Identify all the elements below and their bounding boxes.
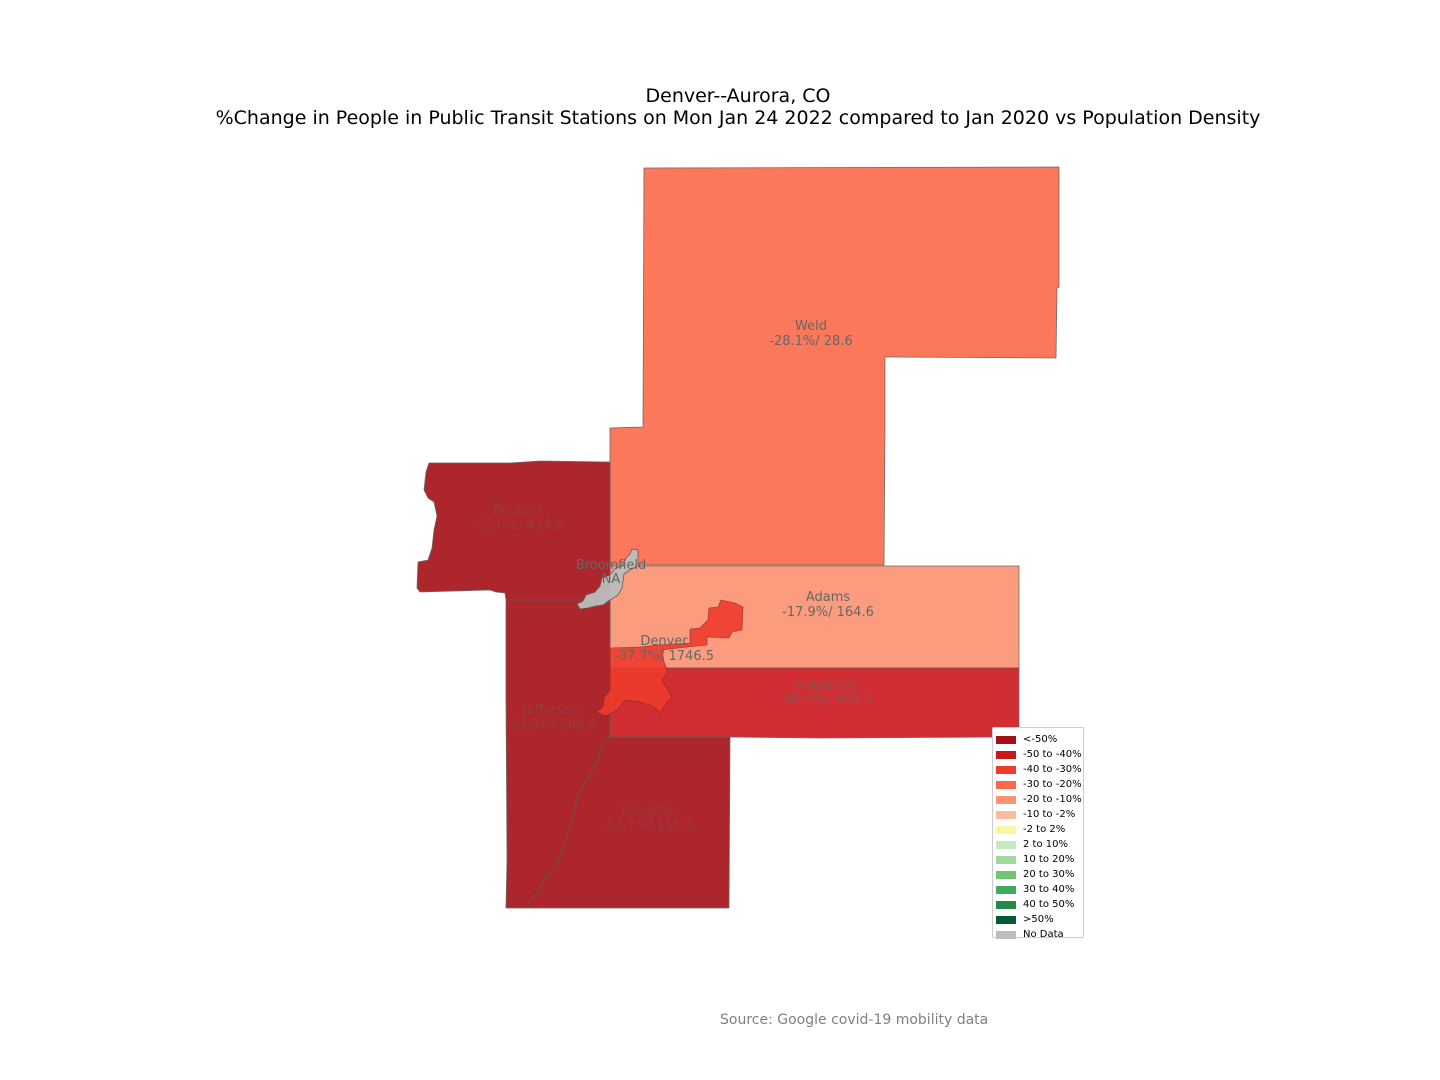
legend-item: -10 to -2% <box>996 807 1083 822</box>
legend-swatch <box>996 915 1016 924</box>
legend-item: 30 to 40% <box>996 882 1083 897</box>
legend-label: -10 to -2% <box>1023 809 1076 820</box>
label-broomfield-name: Broomfield <box>576 558 647 573</box>
legend-item: No Data <box>996 927 1083 942</box>
label-jefferson-value: -53.3%/ 306.2 <box>505 718 597 733</box>
legend-swatch <box>996 870 1016 879</box>
label-boulder-name: Boulder <box>493 503 544 518</box>
legend-label: -40 to -30% <box>1023 764 1082 775</box>
map-title: Denver--Aurora, CO <box>645 85 831 107</box>
legend-label: -20 to -10% <box>1023 794 1082 805</box>
label-douglas-name: Douglas <box>622 803 675 818</box>
legend-label: 10 to 20% <box>1023 854 1075 865</box>
legend-item: -50 to -40% <box>996 747 1083 762</box>
label-adams-value: -17.9%/ 164.6 <box>782 605 874 620</box>
legend-label: 30 to 40% <box>1023 884 1075 895</box>
legend-item: 2 to 10% <box>996 837 1083 852</box>
label-weld-name: Weld <box>795 319 827 334</box>
legend-item: 10 to 20% <box>996 852 1083 867</box>
legend-swatch <box>996 765 1016 774</box>
legend-label: 2 to 10% <box>1023 839 1068 850</box>
label-douglas-value: -57.7%/ 155.6 <box>602 818 694 833</box>
legend-swatch <box>996 825 1016 834</box>
legend-swatch <box>996 855 1016 864</box>
label-arapahoe-name: Arapahoe <box>795 678 858 693</box>
label-broomfield-value: NA <box>602 572 621 587</box>
legend-item: 20 to 30% <box>996 867 1083 882</box>
source-note: Source: Google covid-19 mobility data <box>720 1012 989 1028</box>
county-broomfield <box>576 548 639 610</box>
legend-swatch <box>996 810 1016 819</box>
legend-swatch <box>996 930 1016 939</box>
legend-item: <-50% <box>996 732 1083 747</box>
legend-item: >50% <box>996 912 1083 927</box>
legend-item: -2 to 2% <box>996 822 1083 837</box>
label-jefferson-name: Jefferson <box>521 703 579 718</box>
legend-label: No Data <box>1023 929 1064 940</box>
legend-swatch <box>996 780 1016 789</box>
label-adams-name: Adams <box>806 590 851 605</box>
legend-swatch <box>996 735 1016 744</box>
legend-label: >50% <box>1023 914 1054 925</box>
legend-label: -50 to -40% <box>1023 749 1082 760</box>
legend-label: 40 to 50% <box>1023 899 1075 910</box>
legend: <-50% -50 to -40% -40 to -30% -30 to -20% -2… <box>992 727 1084 940</box>
legend-swatch <box>996 885 1016 894</box>
label-denver-name: Denver <box>640 634 688 649</box>
legend-swatch <box>996 795 1016 804</box>
label-arapahoe-value: -48.3%/ 308.1 <box>780 693 872 708</box>
legend-item: -30 to -20% <box>996 777 1083 792</box>
legend-swatch <box>996 840 1016 849</box>
label-boulder-value: -55.0%/ 434.6 <box>472 518 564 533</box>
legend-swatch <box>996 900 1016 909</box>
map-subtitle: %Change in People in Public Transit Stat… <box>215 107 1261 129</box>
county-douglas <box>526 736 731 909</box>
label-weld-value: -28.1%/ 28.6 <box>769 334 852 349</box>
legend-item: -20 to -10% <box>996 792 1083 807</box>
legend-item: 40 to 50% <box>996 897 1083 912</box>
legend-label: -2 to 2% <box>1023 824 1066 835</box>
legend-label: -30 to -20% <box>1023 779 1082 790</box>
county-weld <box>609 166 1060 566</box>
label-denver-value: -37.7%/ 1746.5 <box>614 649 714 664</box>
legend-label: <-50% <box>1023 734 1058 745</box>
legend-swatch <box>996 750 1016 759</box>
county-denver <box>595 599 744 717</box>
legend-item: -40 to -30% <box>996 762 1083 777</box>
legend-label: 20 to 30% <box>1023 869 1075 880</box>
county-boulder <box>416 460 611 601</box>
